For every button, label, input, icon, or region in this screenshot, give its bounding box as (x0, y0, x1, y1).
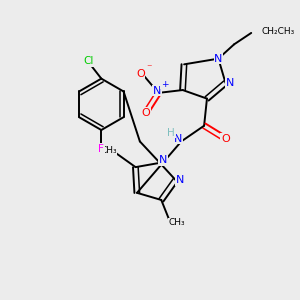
Text: +: + (161, 80, 169, 89)
Text: CH₃: CH₃ (169, 218, 185, 227)
Text: Cl: Cl (83, 56, 94, 67)
Text: N: N (174, 134, 183, 144)
Text: N: N (176, 175, 184, 185)
Text: CH₂CH₃: CH₂CH₃ (261, 27, 295, 36)
Text: O: O (136, 69, 145, 79)
Text: H: H (167, 128, 175, 138)
Text: CH₃: CH₃ (100, 146, 117, 154)
Text: F: F (98, 144, 104, 154)
Text: N: N (226, 78, 234, 88)
Text: N: N (153, 85, 161, 96)
Text: N: N (158, 155, 167, 165)
Text: O: O (221, 134, 230, 144)
Text: O: O (141, 108, 150, 118)
Text: ⁻: ⁻ (146, 63, 152, 73)
Text: N: N (214, 54, 223, 64)
